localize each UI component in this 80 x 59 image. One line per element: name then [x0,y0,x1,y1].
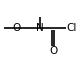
Text: Cl: Cl [66,23,76,33]
Text: O: O [49,46,57,56]
Text: N: N [36,23,44,33]
Text: O: O [12,23,21,33]
